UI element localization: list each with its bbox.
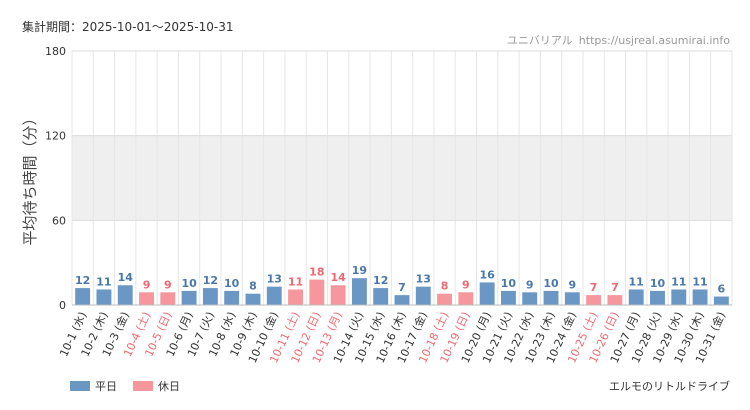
bar-data-label: 11: [692, 275, 707, 288]
bar: [309, 279, 325, 305]
bar: [458, 292, 474, 305]
bar-data-label: 7: [590, 281, 598, 294]
bar-data-label: 11: [629, 275, 644, 288]
bar-data-label: 13: [267, 273, 282, 286]
legend-label-weekday: 平日: [95, 380, 117, 393]
bar: [671, 289, 687, 305]
bar: [564, 292, 580, 305]
bar-data-label: 18: [309, 266, 324, 279]
bar: [586, 295, 602, 305]
bar: [522, 292, 538, 305]
bar: [330, 285, 346, 305]
bar: [650, 290, 665, 305]
bar-data-label: 16: [480, 268, 496, 281]
legend-label-holiday: 休日: [158, 380, 180, 393]
bar: [160, 292, 176, 305]
bar: [607, 295, 623, 305]
bar-data-label: 10: [224, 277, 240, 290]
bar-data-label: 19: [352, 264, 367, 277]
bar-data-label: 10: [501, 277, 517, 290]
bar: [415, 286, 431, 305]
bar-data-label: 9: [568, 278, 576, 291]
bar-data-label: 12: [373, 274, 388, 287]
bar: [117, 285, 133, 305]
source-credit: ユニバリアル https://usjreal.asumirai.info: [507, 32, 730, 48]
bar: [628, 289, 644, 305]
legend: 平日 休日: [70, 378, 196, 394]
bar-data-label: 9: [143, 278, 151, 291]
source-name: ユニバリアル: [506, 34, 573, 47]
y-tick-label: 60: [52, 214, 66, 227]
bar: [692, 289, 708, 305]
bar-data-label: 11: [288, 275, 303, 288]
bar: [501, 290, 516, 305]
bar-data-label: 11: [671, 275, 686, 288]
bar: [139, 292, 154, 305]
bar-data-label: 11: [96, 275, 111, 288]
legend-item-holiday[interactable]: 休日: [133, 378, 180, 394]
bar: [543, 290, 559, 305]
bar-data-label: 12: [203, 274, 218, 287]
bar-data-label: 12: [75, 274, 90, 287]
y-tick-label: 180: [45, 45, 66, 58]
source-url[interactable]: https://usjreal.asumirai.info: [578, 34, 730, 47]
bar-data-label: 9: [164, 278, 172, 291]
bar-data-label: 10: [650, 277, 666, 290]
legend-item-weekday[interactable]: 平日: [70, 378, 117, 394]
bar: [75, 288, 91, 305]
bar-data-label: 10: [181, 277, 197, 290]
shaded-band: [72, 135, 732, 221]
bar-data-label: 8: [249, 280, 257, 293]
bar: [351, 278, 367, 305]
bar-data-label: 7: [611, 281, 619, 294]
bar: [713, 296, 729, 305]
bar: [394, 295, 410, 305]
y-axis-label: 平均待ち時間（分）: [21, 110, 39, 245]
bar: [479, 282, 495, 305]
bar-data-label: 6: [718, 283, 726, 296]
bar-data-label: 8: [441, 280, 449, 293]
bar: [181, 290, 197, 305]
bar: [288, 289, 303, 305]
y-tick-label: 0: [59, 299, 66, 312]
bar: [202, 288, 218, 305]
bar-data-label: 10: [543, 277, 559, 290]
bar-data-label: 14: [330, 271, 346, 284]
attraction-name: エルモのリトルドライブ: [609, 380, 730, 393]
bar-data-label: 14: [118, 271, 134, 284]
legend-swatch-holiday: [133, 381, 153, 391]
bar: [373, 288, 389, 305]
bar: [266, 286, 282, 305]
period-label: 集計期間：2025-10-01～2025-10-31: [22, 20, 234, 34]
bar-data-label: 13: [416, 273, 431, 286]
bar-data-label: 7: [398, 281, 406, 294]
bar: [245, 293, 261, 305]
y-tick-label: 120: [45, 130, 66, 143]
bar-data-label: 9: [462, 278, 470, 291]
legend-swatch-weekday: [70, 381, 90, 391]
bar: [437, 293, 453, 305]
bar: [224, 290, 240, 305]
bar: [96, 289, 112, 305]
bar-data-label: 9: [526, 278, 534, 291]
